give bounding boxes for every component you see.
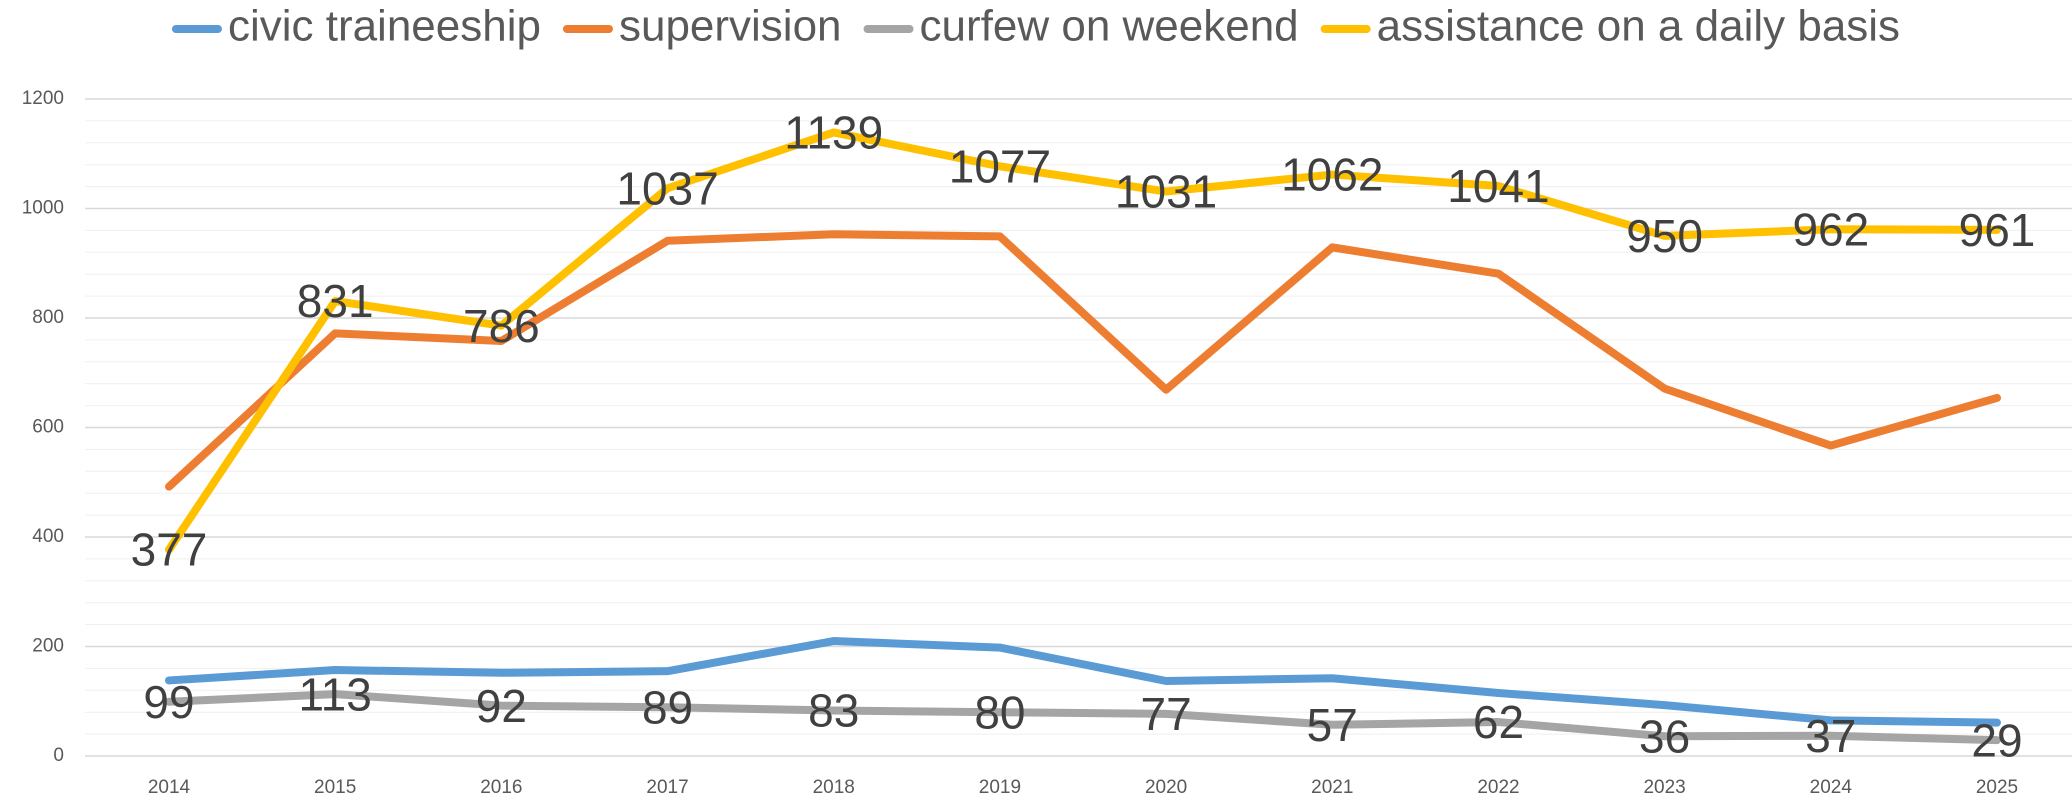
y-tick-label: 0 bbox=[53, 745, 64, 766]
x-tick-label: 2023 bbox=[1643, 777, 1685, 798]
y-tick-label: 1000 bbox=[22, 198, 64, 219]
data-label: 1139 bbox=[784, 107, 883, 159]
data-label: 113 bbox=[299, 668, 372, 720]
data-label: 57 bbox=[1307, 699, 1358, 751]
data-label: 1062 bbox=[1281, 149, 1383, 201]
data-label: 37 bbox=[1805, 710, 1856, 762]
x-tick-label: 2021 bbox=[1311, 777, 1353, 798]
x-tick-label: 2016 bbox=[480, 777, 522, 798]
x-tick-label: 2014 bbox=[148, 777, 191, 798]
series-line bbox=[165, 690, 2001, 745]
y-tick-label: 400 bbox=[32, 526, 64, 547]
data-label: 92 bbox=[476, 680, 527, 732]
legend-label: assistance on a daily basis bbox=[1377, 2, 1900, 51]
data-label: 1077 bbox=[949, 140, 1051, 192]
legend-label: civic traineeship bbox=[228, 2, 541, 51]
data-label: 1041 bbox=[1447, 160, 1549, 212]
x-tick-label: 2022 bbox=[1477, 777, 1519, 798]
series-line bbox=[165, 230, 2001, 491]
data-label: 961 bbox=[1959, 204, 2036, 256]
y-tick-label: 1200 bbox=[22, 88, 64, 109]
data-label: 377 bbox=[131, 524, 208, 576]
data-label: 80 bbox=[974, 686, 1025, 738]
data-label: 62 bbox=[1473, 696, 1524, 748]
x-tick-label: 2024 bbox=[1810, 777, 1853, 798]
series-line bbox=[165, 637, 2001, 727]
y-tick-label: 200 bbox=[32, 636, 64, 657]
x-tick-label: 2025 bbox=[1976, 777, 2018, 798]
data-label: 29 bbox=[1971, 714, 2022, 766]
data-label: 1037 bbox=[616, 162, 718, 214]
data-label: 36 bbox=[1639, 710, 1690, 762]
data-label: 962 bbox=[1792, 203, 1869, 255]
data-label: 89 bbox=[642, 681, 693, 733]
x-tick-label: 2020 bbox=[1145, 777, 1187, 798]
legend: civic traineeship supervision curfew on we… bbox=[171, 2, 1900, 51]
data-label: 1031 bbox=[1115, 166, 1217, 218]
data-label: 99 bbox=[143, 676, 194, 728]
series-line bbox=[165, 128, 2001, 554]
x-tick-label: 2017 bbox=[646, 777, 688, 798]
data-label: 831 bbox=[297, 275, 374, 327]
data-label: 786 bbox=[463, 300, 540, 352]
legend-label: supervision bbox=[619, 2, 842, 51]
x-tick-label: 2019 bbox=[979, 777, 1021, 798]
y-tick-label: 800 bbox=[32, 307, 64, 328]
data-label: 950 bbox=[1626, 210, 1703, 262]
data-label: 83 bbox=[808, 685, 859, 737]
legend-label: curfew on weekend bbox=[920, 2, 1299, 51]
x-tick-label: 2015 bbox=[314, 777, 356, 798]
x-tick-label: 2018 bbox=[813, 777, 855, 798]
y-tick-label: 600 bbox=[32, 417, 64, 438]
data-label: 77 bbox=[1141, 688, 1192, 740]
